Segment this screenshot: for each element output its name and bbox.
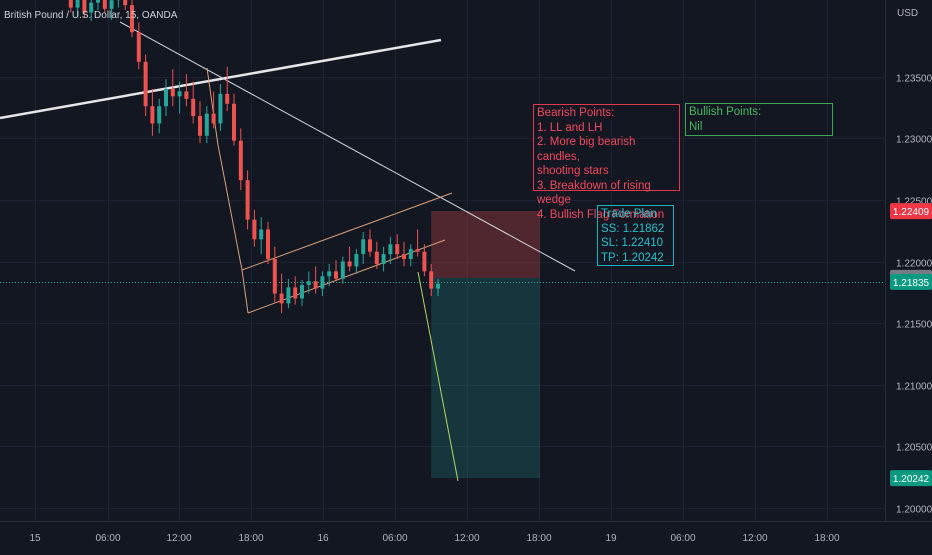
candle[interactable] <box>266 229 270 259</box>
x-tick-label: 16 <box>317 533 329 544</box>
y-tick-label: 1.21000 <box>896 382 932 393</box>
candle[interactable] <box>429 271 433 288</box>
candle[interactable] <box>144 62 148 106</box>
candle[interactable] <box>375 252 379 264</box>
candle[interactable] <box>246 180 250 219</box>
candle[interactable] <box>212 114 216 124</box>
take-profit-zone[interactable] <box>431 278 540 478</box>
x-tick-label: 18:00 <box>814 533 839 544</box>
candle[interactable] <box>76 0 80 8</box>
candle[interactable] <box>239 141 243 180</box>
candle[interactable] <box>184 91 188 98</box>
candle[interactable] <box>198 116 202 136</box>
price-label-text: 1.20242 <box>893 474 930 485</box>
candle[interactable] <box>361 239 365 254</box>
candle[interactable] <box>191 99 195 116</box>
candle[interactable] <box>395 244 399 254</box>
price-label-take-profit: 1.20242 <box>890 470 932 486</box>
candle[interactable] <box>103 0 107 9</box>
candle[interactable] <box>232 104 236 141</box>
candle[interactable] <box>409 249 413 259</box>
price-label-text: 1.22409 <box>893 207 930 218</box>
candle[interactable] <box>300 285 304 299</box>
candle[interactable] <box>259 229 263 239</box>
candle[interactable] <box>164 89 168 106</box>
x-tick-label: 06:00 <box>382 533 407 544</box>
bearish-points-note[interactable]: Bearish Points: 1. LL and LH 2. More big… <box>533 104 680 191</box>
candle[interactable] <box>273 259 277 294</box>
candle[interactable] <box>137 32 141 62</box>
x-tick-label: 06:00 <box>95 533 120 544</box>
candle[interactable] <box>314 281 318 288</box>
candle[interactable] <box>96 0 100 3</box>
candle[interactable] <box>157 106 161 123</box>
candle[interactable] <box>402 254 406 259</box>
x-tick-label: 19 <box>605 533 617 544</box>
candle[interactable] <box>334 271 338 278</box>
candle[interactable] <box>110 0 114 9</box>
symbol-title: British Pound / U.S. Dollar, 15, OANDA <box>4 10 178 21</box>
candle[interactable] <box>69 0 73 8</box>
bullish-points-note[interactable]: Bullish Points: Nil <box>685 103 833 136</box>
candle[interactable] <box>307 281 311 285</box>
candle[interactable] <box>178 91 182 96</box>
candle[interactable] <box>225 94 229 104</box>
candle[interactable] <box>341 262 345 279</box>
candle[interactable] <box>286 287 290 303</box>
y-tick-label: 1.20000 <box>896 505 932 516</box>
x-tick-label: 12:00 <box>166 533 191 544</box>
candle[interactable] <box>123 0 127 5</box>
candle[interactable] <box>368 239 372 251</box>
y-tick-label: 1.21500 <box>896 320 932 331</box>
y-tick-label: 1.23000 <box>896 135 932 146</box>
candle[interactable] <box>280 294 284 304</box>
candle[interactable] <box>218 94 222 124</box>
candle[interactable] <box>171 89 175 96</box>
price-label-text: 1.21835 <box>893 278 930 289</box>
y-tick-label: 1.22000 <box>896 259 932 270</box>
candle[interactable] <box>436 284 440 289</box>
candle[interactable] <box>293 287 297 298</box>
candle[interactable] <box>388 244 392 254</box>
currency-label: USD <box>897 8 918 19</box>
y-tick-label: 1.23500 <box>896 74 932 85</box>
candle[interactable] <box>327 271 331 276</box>
y-tick-label: 1.20500 <box>896 443 932 454</box>
candle[interactable] <box>354 254 358 266</box>
x-tick-label: 06:00 <box>670 533 695 544</box>
candle[interactable] <box>422 252 426 272</box>
x-tick-label: 12:00 <box>742 533 767 544</box>
candle[interactable] <box>348 262 352 267</box>
candle[interactable] <box>205 114 209 136</box>
candle[interactable] <box>150 106 154 123</box>
x-tick-label: 15 <box>29 533 41 544</box>
x-tick-label: 12:00 <box>454 533 479 544</box>
candle[interactable] <box>416 249 420 251</box>
candle[interactable] <box>252 220 256 240</box>
trade-plan-note[interactable]: Trade Plan SS: 1.21862 SL: 1.22410 TP: 1… <box>597 205 674 266</box>
price-label-last-price: 1.21835 <box>890 274 932 290</box>
candle[interactable] <box>382 254 386 264</box>
stop-loss-zone[interactable] <box>431 211 540 278</box>
x-tick-label: 18:00 <box>238 533 263 544</box>
price-label-stop-loss: 1.22409 <box>890 203 932 219</box>
candle[interactable] <box>320 276 324 288</box>
x-tick-label: 18:00 <box>526 533 551 544</box>
